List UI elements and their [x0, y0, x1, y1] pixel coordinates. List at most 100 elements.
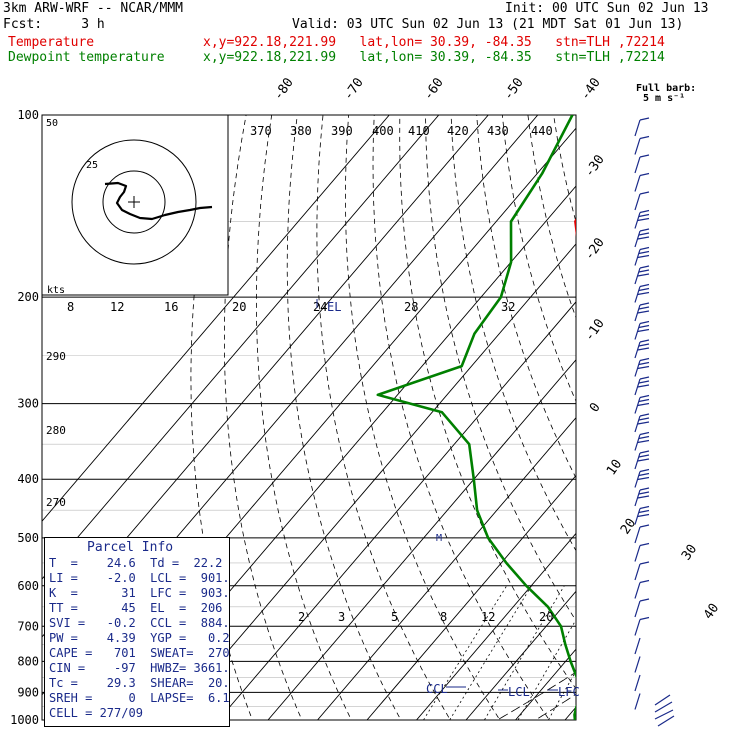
wind-barb	[634, 228, 650, 248]
pressure-axis-label: 500	[17, 531, 39, 545]
dry-adiabat-line	[450, 115, 576, 552]
theta-label-top: 400	[372, 124, 394, 138]
hodograph: 50 25 kts	[41, 114, 229, 296]
isotherm-line	[465, 590, 576, 720]
wind-barb-flag	[638, 454, 650, 458]
wind-barb-flag	[639, 191, 650, 195]
wind-barb	[634, 598, 650, 618]
wind-barb-flag	[639, 561, 650, 565]
wind-barb-flag	[639, 431, 650, 436]
dry-adiabat-line	[224, 115, 303, 720]
valid-time: Valid: 03 UTC Sun 02 Jun 13 (21 MDT Sat …	[292, 17, 684, 32]
hodograph-speed-label: 32	[501, 300, 515, 314]
isotherm-label-group: 40	[701, 601, 722, 622]
wind-barb-flag	[638, 380, 650, 384]
wind-barb	[634, 579, 650, 599]
hodograph-speed-label: 28	[404, 300, 418, 314]
wind-barb-staff	[634, 360, 641, 377]
isotherm-label: -10	[582, 316, 608, 344]
temperature-station-info: x,y=922.18,221.99 lat,lon= 30.39, -84.35…	[203, 35, 665, 50]
parcel-row-cin: CIN = -97 HWBZ= 3661.	[49, 661, 230, 675]
mixing-ratio-line	[582, 586, 663, 733]
isotherm-label: -30	[582, 152, 608, 180]
isotherm-label: 0	[587, 400, 604, 415]
isotherm-label: -70	[341, 75, 367, 103]
dry-adiabat-line	[605, 115, 740, 733]
moist-adiabat-line	[534, 693, 576, 720]
dry-adiabat-line	[630, 115, 740, 733]
hodograph-ring-label: 25	[86, 160, 98, 171]
isotherm-label-group: 0	[587, 400, 604, 415]
isotherm-line	[615, 115, 740, 720]
mixing-ratio-label: 5	[391, 610, 398, 624]
wind-barb-staff	[634, 415, 641, 433]
isotherm-label-group: -80	[271, 75, 297, 103]
isotherm-label: 20	[618, 516, 639, 537]
mixing-ratio-label: 2	[298, 610, 305, 624]
wind-barb-staff	[634, 138, 641, 155]
wind-barb-flag	[637, 365, 650, 370]
wind-barb	[634, 209, 650, 229]
wind-barb	[634, 191, 650, 211]
pressure-axis-label: 1000	[10, 713, 39, 727]
hodograph-speed-label: 12	[110, 300, 124, 314]
isotherm-label-group: -50	[501, 75, 527, 103]
mixing-ratio-label: 20	[539, 610, 553, 624]
dry-adiabat-line	[656, 115, 740, 733]
hodograph-speed-label: 24	[313, 300, 327, 314]
wind-barb-flag	[639, 376, 650, 380]
wind-barb-flag	[639, 598, 650, 602]
wind-barb	[634, 413, 650, 433]
wind-barb	[634, 172, 650, 192]
hodograph-speed-label: 16	[164, 300, 178, 314]
wind-barb	[634, 616, 650, 636]
wind-barb-flag	[637, 384, 650, 388]
wind-barb-staff	[634, 119, 641, 137]
wind-barb-flag	[639, 579, 650, 584]
theta-label-top: 390	[331, 124, 353, 138]
wind-barb	[634, 487, 650, 507]
wind-barb-flag	[638, 472, 650, 477]
wind-barb-flag	[639, 413, 650, 417]
parcel-row-t: T = 24.6 Td = 22.2	[49, 556, 223, 570]
wind-barb-flag	[639, 246, 650, 251]
wind-barb	[634, 542, 650, 562]
forecast-hour: Fcst: 3 h	[3, 17, 105, 32]
wind-barb-staff	[634, 693, 641, 710]
isotherm-line	[416, 532, 576, 720]
wind-barb-flag	[637, 458, 650, 462]
wind-barb-flag	[639, 524, 650, 528]
parcel-row-cape: CAPE = 701 SWEAT= 270	[49, 646, 230, 660]
wind-barb-flag	[637, 328, 650, 333]
parcel-info-title: Parcel Info	[87, 540, 174, 555]
wind-barb	[634, 265, 650, 285]
wind-barb-staff	[634, 341, 641, 359]
isotherm-label: 30	[679, 542, 700, 563]
wind-barb	[634, 135, 650, 155]
hodograph-box	[41, 114, 229, 296]
parcel-row-tt: TT = 45 EL = 206	[49, 601, 223, 615]
dry-adiabat-line	[286, 115, 402, 720]
theta-label-top: 410	[408, 124, 430, 138]
wind-barb-staff	[634, 304, 641, 322]
wind-barb	[634, 117, 650, 137]
wind-barb-flag	[639, 357, 650, 362]
ccl-marker: CCL	[426, 682, 448, 696]
isotherm-line	[714, 115, 740, 720]
lcl-marker: LCL	[508, 685, 530, 699]
dry-adiabat-line	[255, 115, 352, 720]
wind-barb-flag	[637, 513, 650, 518]
theta-label-top: 430	[487, 124, 509, 138]
parcel-row-tc: Tc = 29.3 SHEAR= 20.	[49, 676, 230, 690]
lfc-marker: LFC	[558, 685, 580, 699]
wind-barb-flag	[639, 283, 650, 288]
wind-barb-flag	[639, 542, 650, 547]
wind-barb	[634, 674, 641, 692]
wind-barb-flag	[639, 172, 650, 177]
isotherm-line	[168, 243, 576, 720]
wind-barb-flag	[637, 217, 650, 222]
plot-border	[41, 114, 577, 721]
wind-barb-surface	[654, 694, 675, 727]
wind-barb-flag	[639, 228, 650, 232]
wind-barb-flag	[638, 250, 650, 255]
